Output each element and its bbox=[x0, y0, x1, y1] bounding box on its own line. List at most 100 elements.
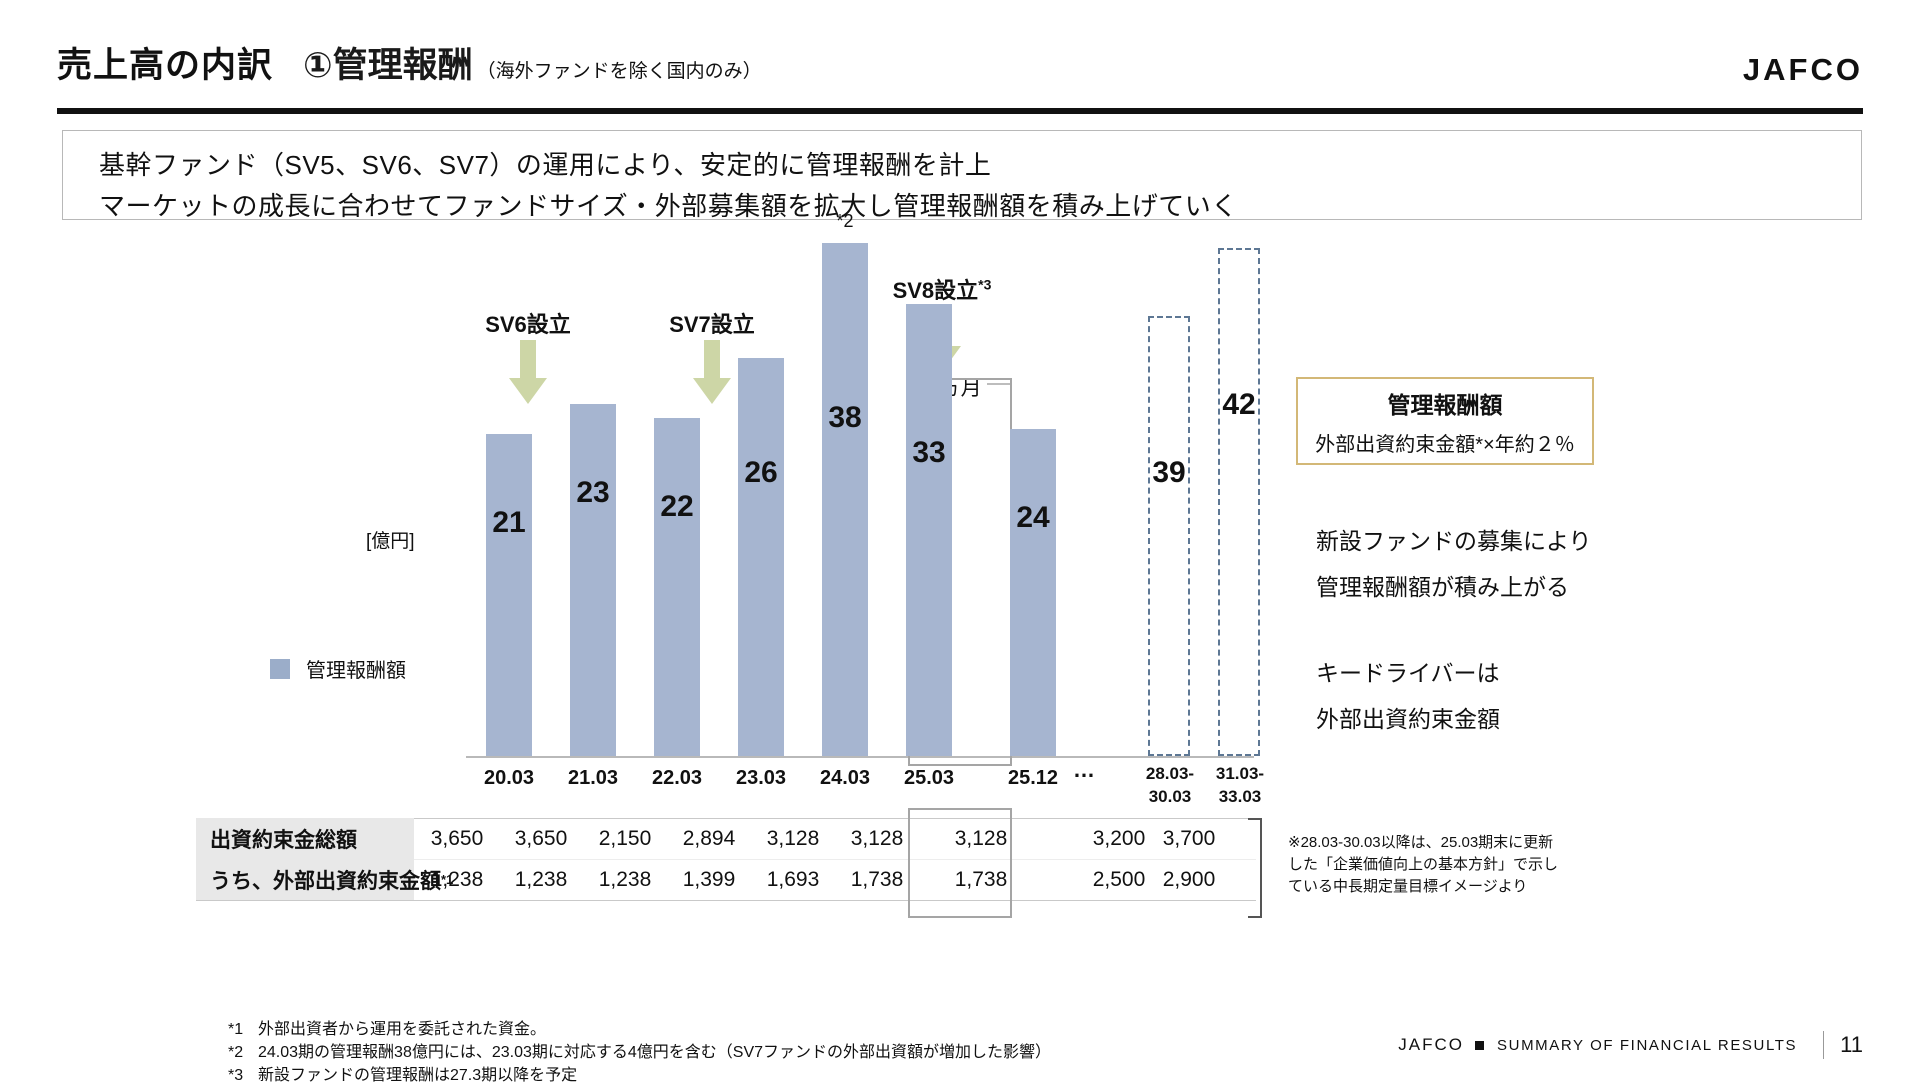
bar-value-23-03: 26 bbox=[744, 456, 778, 489]
title-divider bbox=[57, 108, 1863, 114]
page-title: 売上高の内訳 ①管理報酬 （海外ファンドを除く国内のみ） bbox=[57, 37, 762, 88]
annotation-sv8-sup: *3 bbox=[978, 276, 992, 293]
footnote-mark: *3 bbox=[228, 1067, 244, 1084]
table-cell: 1,238 bbox=[430, 868, 484, 891]
bar-value-25-03: 33 bbox=[912, 436, 946, 469]
logo-jafco: JAFCO bbox=[1742, 52, 1863, 87]
xtick-31-33-line2: 33.03 bbox=[1218, 787, 1262, 806]
bar-20-03: 21 bbox=[486, 434, 532, 756]
table-cell: 3,128 bbox=[954, 827, 1008, 850]
bar-25-12: 24 bbox=[1010, 429, 1056, 756]
annotation-sv6-label: SV6設立 bbox=[485, 312, 571, 337]
bar-21-03: 23 bbox=[570, 404, 616, 756]
table-row-label-external: うち、外部出資約束金額 *1 bbox=[196, 859, 453, 900]
xtick-31-33: 31.03- 33.03 bbox=[1194, 762, 1286, 808]
table-highlight-25-12 bbox=[908, 808, 1012, 918]
right-note-1-line-1: 新設ファンドの募集により bbox=[1316, 528, 1592, 554]
table-cell: 2,150 bbox=[598, 827, 652, 850]
footnote-list: *1 外部出資者から運用を委託された資金。 *2 24.03期の管理報酬38億円には… bbox=[228, 1018, 1051, 1087]
bar-value-31-33: 42 bbox=[1222, 388, 1256, 421]
table-row-values-total: 3,650 3,650 2,150 2,894 3,128 3,128 3,12… bbox=[414, 818, 1256, 859]
down-arrow-icon bbox=[509, 340, 547, 404]
bar-value-25-12: 24 bbox=[1016, 501, 1050, 534]
bar-22-03: 22 bbox=[654, 418, 700, 756]
xtick-22-03: 22.03 bbox=[651, 767, 703, 789]
lead-line-1: 基幹ファンド（SV5、SV6、SV7）の運用により、安定的に管理報酬を計上 bbox=[99, 150, 992, 180]
annotation-sv8-text: SV8設立 bbox=[892, 278, 979, 303]
table-cell: 3,700 bbox=[1162, 827, 1216, 850]
table-row-label-external-sup: *1 bbox=[441, 872, 454, 887]
footnote-item: *2 24.03期の管理報酬38億円には、23.03期に対応する4億円を含む（SV… bbox=[228, 1041, 1051, 1064]
down-arrow-icon bbox=[693, 340, 731, 404]
xtick-31-33-line1: 31.03- bbox=[1215, 764, 1265, 783]
table-row-label-external-text: うち、外部出資約束金額 bbox=[210, 869, 441, 893]
footnote-text: 外部出資者から運用を委託された資金。 bbox=[258, 1021, 547, 1038]
bar-forecast-31-33: 42 bbox=[1218, 248, 1260, 756]
xtick-20-03: 20.03 bbox=[483, 767, 535, 789]
footer-brand: JAFCO bbox=[1398, 1035, 1465, 1054]
legend-label: 管理報酬額 bbox=[306, 660, 406, 682]
xtick-23-03: 23.03 bbox=[735, 767, 787, 789]
formula-box-title: 管理報酬額 bbox=[1387, 391, 1503, 418]
footnote-item: *1 外部出資者から運用を委託された資金。 bbox=[228, 1018, 1051, 1041]
bar-24-03: *2 38 bbox=[822, 211, 868, 756]
xtick-28-30-line2: 30.03 bbox=[1148, 787, 1192, 806]
footnote-text: 新設ファンドの管理報酬は27.3期以降を予定 bbox=[258, 1067, 578, 1084]
chart-x-axis bbox=[466, 756, 1254, 758]
right-note-2-line-1: キードライバーは bbox=[1316, 660, 1500, 686]
footnote-item: *3 新設ファンドの管理報酬は27.3期以降を予定 bbox=[228, 1064, 1051, 1087]
table-cell: 3,650 bbox=[430, 827, 484, 850]
bar-value-21-03: 23 bbox=[576, 476, 610, 509]
bar-value-20-03: 21 bbox=[492, 506, 526, 539]
table-cell: 2,894 bbox=[682, 827, 736, 850]
table-row: 出資約束金総額 3,650 3,650 2,150 2,894 3,128 3,… bbox=[196, 818, 1256, 859]
table-cell: 1,399 bbox=[682, 868, 736, 891]
bar-23-03: 26 bbox=[738, 358, 784, 756]
table-cell: 3,128 bbox=[850, 827, 904, 850]
formula-box-expression: 外部出資約束金額*×年約２％ bbox=[1315, 433, 1575, 456]
right-note-2-line-2: 外部出資約束金額 bbox=[1316, 706, 1500, 732]
page-title-item: ①管理報酬 bbox=[303, 46, 473, 85]
lead-line-2: マーケットの成長に合わせてファンドサイズ・外部募集額を拡大し管理報酬額を積み上げ… bbox=[99, 191, 1238, 221]
slide-footer: JAFCO SUMMARY OF FINANCIAL RESULTS 11 bbox=[1398, 1028, 1863, 1062]
annotation-sv8-label: SV8設立*3 bbox=[862, 273, 1022, 305]
table-cell: 2,900 bbox=[1162, 868, 1216, 891]
table-row-label-total: 出資約束金総額 bbox=[196, 818, 414, 859]
table-bottom-rule bbox=[196, 900, 1256, 901]
bar-forecast-28-30: 39 bbox=[1148, 316, 1190, 756]
bar-25-03: 33 bbox=[906, 304, 952, 756]
annotation-sv7-label: SV7設立 bbox=[669, 312, 755, 337]
table-cell: 1,238 bbox=[514, 868, 568, 891]
table-row-values-external: 1,238 1,238 1,238 1,399 1,693 1,738 1,73… bbox=[414, 859, 1256, 900]
table-cell: 1,693 bbox=[766, 868, 820, 891]
xtick-28-30: 28.03- 30.03 bbox=[1124, 762, 1216, 808]
chart-legend: 管理報酬額 bbox=[270, 654, 406, 683]
slide-header: 売上高の内訳 ①管理報酬 （海外ファンドを除く国内のみ） JAFCO bbox=[57, 36, 1863, 88]
forecast-bracket bbox=[1248, 818, 1262, 918]
table-cell: 1,738 bbox=[954, 868, 1008, 891]
page-title-note: （海外ファンドを除く国内のみ） bbox=[476, 61, 762, 82]
legend-swatch-icon bbox=[270, 658, 290, 679]
table-row-label-total-text: 出資約束金総額 bbox=[210, 828, 357, 852]
forecast-source-note: ※28.03-30.03以降は、25.03期末に更新した「企業価値向上の基本方針… bbox=[1288, 834, 1559, 895]
page-title-main: 売上高の内訳 bbox=[57, 46, 274, 85]
table-cell: 3,128 bbox=[766, 827, 820, 850]
right-note-1-line-2: 管理報酬額が積み上がる bbox=[1316, 574, 1569, 600]
xtick-24-03: 24.03 bbox=[819, 767, 871, 789]
commitment-table: 出資約束金総額 3,650 3,650 2,150 2,894 3,128 3,… bbox=[196, 818, 1256, 901]
bar-value-24-03: 38 bbox=[828, 401, 862, 434]
bar-footnote-mark-24-03: *2 bbox=[836, 211, 854, 231]
table-top-rule bbox=[414, 818, 1256, 819]
xtick-25-12: 25.12 bbox=[1007, 767, 1059, 789]
management-fee-bar-chart: [億円] 管理報酬額 SV6設立 SV7設立 SV8設立*3 9ヵ月 bbox=[0, 211, 1270, 806]
bar-value-22-03: 22 bbox=[660, 490, 694, 523]
xtick-ellipsis: … bbox=[1073, 757, 1095, 782]
page-number: 11 bbox=[1840, 1032, 1863, 1057]
table-cell: 1,238 bbox=[598, 868, 652, 891]
footnote-text: 24.03期の管理報酬38億円には、23.03期に対応する4億円を含む（SV7フ… bbox=[258, 1044, 1052, 1061]
footer-title: SUMMARY OF FINANCIAL RESULTS bbox=[1497, 1036, 1798, 1054]
xtick-21-03: 21.03 bbox=[567, 767, 619, 789]
table-cell: 3,650 bbox=[514, 827, 568, 850]
xtick-25-03: 25.03 bbox=[903, 767, 955, 789]
